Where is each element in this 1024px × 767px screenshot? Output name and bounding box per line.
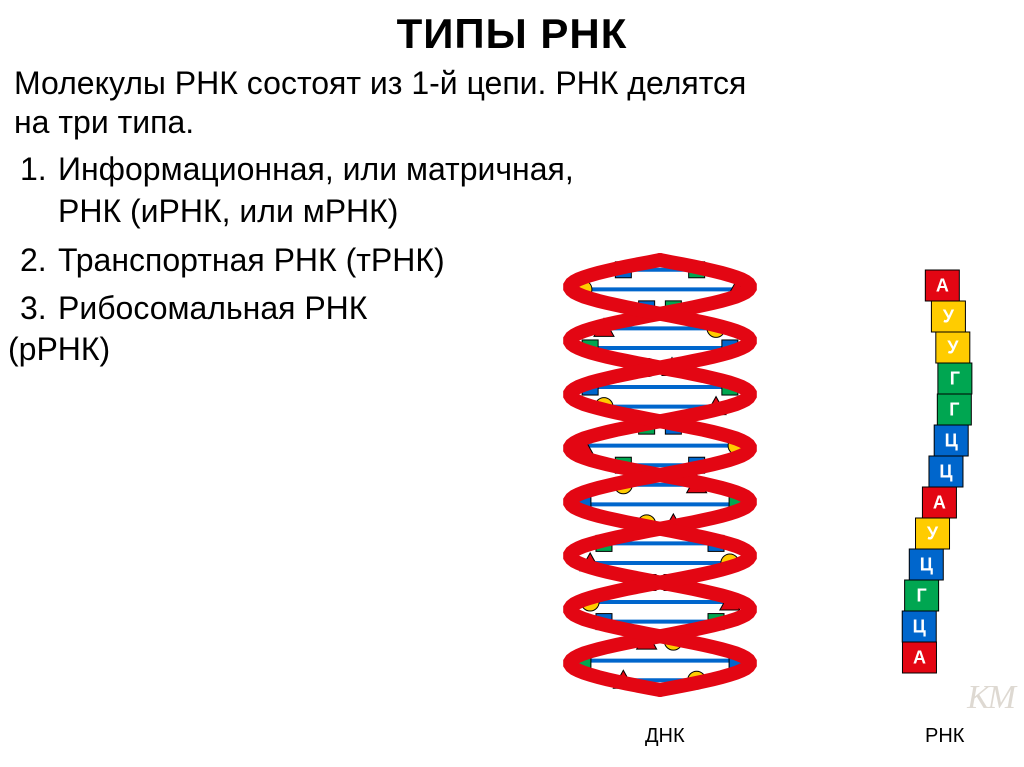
page-title: ТИПЫ РНК bbox=[0, 0, 1024, 58]
svg-text:У: У bbox=[947, 338, 959, 358]
intro-text: Молекулы РНК состоят из 1-й цепи. РНК де… bbox=[0, 58, 1024, 142]
rna-strand-diagram: АУУГГЦЦАУЦГЦА bbox=[900, 270, 960, 700]
svg-text:Ц: Ц bbox=[945, 431, 959, 451]
svg-text:У: У bbox=[927, 524, 939, 544]
list-number: 1. bbox=[14, 148, 58, 190]
watermark: КМ bbox=[967, 679, 1014, 717]
list-text: Информационная, или матричная, РНК (иРНК… bbox=[58, 148, 618, 232]
svg-text:Г: Г bbox=[950, 369, 960, 389]
dna-helix-diagram bbox=[510, 250, 810, 710]
intro-line-2: на три типа. bbox=[14, 104, 194, 140]
svg-text:Ц: Ц bbox=[913, 617, 927, 637]
svg-text:Г: Г bbox=[949, 400, 959, 420]
list-number: 2. bbox=[14, 239, 58, 281]
svg-text:А: А bbox=[933, 493, 946, 513]
svg-text:А: А bbox=[936, 276, 949, 296]
svg-text:А: А bbox=[913, 648, 926, 668]
diagram-area: АУУГГЦЦАУЦГЦА ДНК РНК bbox=[470, 250, 1010, 760]
intro-line-1: Молекулы РНК состоят из 1-й цепи. РНК де… bbox=[14, 65, 746, 101]
dna-caption: ДНК bbox=[645, 725, 685, 748]
list-number: 3. bbox=[14, 287, 58, 329]
svg-text:Г: Г bbox=[917, 586, 927, 606]
svg-text:У: У bbox=[943, 307, 955, 327]
svg-text:Ц: Ц bbox=[920, 555, 934, 575]
svg-text:Ц: Ц bbox=[939, 462, 953, 482]
rna-caption: РНК bbox=[925, 725, 964, 748]
list-item: 1. Информационная, или матричная, РНК (и… bbox=[14, 148, 1024, 232]
